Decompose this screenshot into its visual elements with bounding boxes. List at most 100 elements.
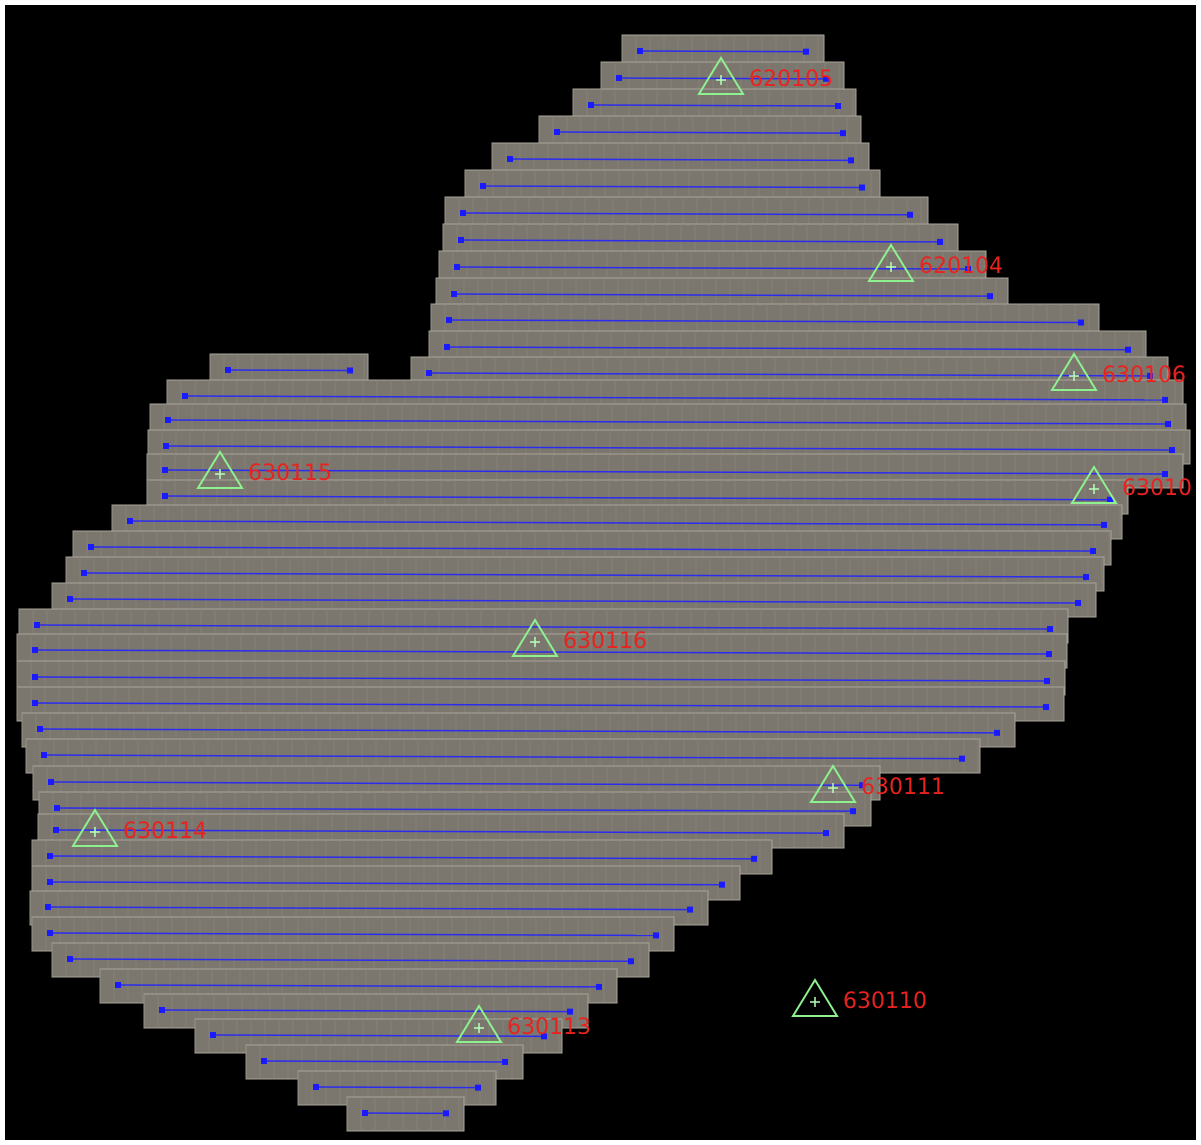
waypoint: [502, 1058, 508, 1065]
waypoint: [859, 782, 865, 789]
waypoint: [37, 726, 43, 732]
gcp-cross: [215, 469, 225, 479]
flight-line: [456, 266, 969, 270]
flight-line: [164, 495, 1111, 501]
waypoint: [959, 755, 965, 762]
gcp-marker: [697, 56, 745, 95]
waypoint: [1047, 626, 1053, 633]
waypoint: [835, 102, 841, 109]
flight-line: [164, 469, 1166, 475]
gcp-label: 630115: [248, 461, 332, 486]
waypoint: [454, 264, 460, 270]
waypoint: [127, 518, 133, 524]
waypoint: [803, 48, 809, 55]
flight-line: [161, 1009, 571, 1013]
flight-line: [117, 984, 600, 988]
flight-line: [590, 104, 839, 107]
gcp-label: 63010: [1122, 476, 1192, 501]
gcp-marker: [1070, 465, 1118, 504]
waypoint: [1147, 372, 1153, 379]
flight-line: [36, 624, 1051, 630]
waypoint: [163, 443, 169, 449]
gcp-marker: [809, 764, 857, 803]
waypoint: [637, 48, 643, 54]
waypoint: [628, 958, 634, 965]
waypoint: [1165, 421, 1171, 427]
flight-line: [90, 546, 1094, 552]
waypoint: [1043, 704, 1049, 711]
flight-line: [462, 212, 911, 216]
waypoint: [907, 211, 913, 218]
gcp-label: 630106: [1102, 363, 1186, 388]
flight-line: [83, 572, 1087, 578]
waypoint: [460, 210, 466, 216]
waypoint: [159, 1007, 165, 1013]
waypoint: [261, 1058, 267, 1064]
waypoint: [426, 370, 432, 376]
gcp-cross: [1089, 484, 1099, 494]
flight-line: [34, 702, 1047, 708]
gcp-marker: [196, 450, 244, 489]
waypoint: [507, 156, 513, 162]
flight-line: [446, 346, 1129, 351]
flight-line: [69, 958, 632, 962]
flight-line: [482, 185, 863, 189]
waypoint: [823, 830, 829, 837]
waypoint: [850, 808, 856, 815]
flight-line: [448, 319, 1082, 324]
gcp-label: 630114: [123, 819, 207, 844]
flight-line: [212, 1034, 545, 1038]
gcp-cross: [530, 637, 540, 647]
waypoint: [347, 367, 353, 374]
flight-line: [56, 807, 854, 812]
waypoint: [81, 570, 87, 576]
gcp-cross: [716, 75, 726, 85]
flight-line: [129, 520, 1105, 526]
waypoint: [47, 930, 53, 936]
flight-line: [49, 881, 723, 886]
waypoint: [32, 700, 38, 706]
waypoint: [1107, 496, 1113, 503]
waypoint: [567, 1008, 573, 1015]
flight-line: [618, 77, 827, 80]
waypoint: [41, 752, 47, 758]
gcp-label: 630111: [861, 775, 945, 800]
waypoint: [446, 317, 452, 323]
waypoint: [596, 983, 602, 990]
waypoint: [653, 932, 659, 939]
waypoint: [994, 729, 1000, 736]
flight-line: [165, 445, 1173, 451]
waypoint: [1075, 600, 1081, 607]
control-points: 620105 620104 630106 63010 630115 630116 63011…: [71, 56, 1192, 1043]
flight-line: [556, 131, 844, 134]
waypoint: [313, 1084, 319, 1090]
flight-line: [43, 754, 963, 760]
waypoint: [987, 293, 993, 300]
waypoint: [751, 855, 757, 862]
waypoint: [1046, 651, 1052, 658]
gcp-marker: [71, 808, 119, 847]
waypoint: [182, 393, 188, 399]
gcp-cross: [474, 1023, 484, 1033]
waypoint: [45, 904, 51, 910]
waypoint: [937, 238, 943, 245]
waypoint: [451, 291, 457, 297]
flight-line: [69, 598, 1079, 604]
waypoint: [1078, 319, 1084, 326]
waypoint: [1162, 396, 1168, 403]
waypoint: [34, 622, 40, 628]
waypoint: [475, 1084, 481, 1091]
waypoint: [1044, 678, 1050, 685]
waypoint: [32, 647, 38, 653]
waypoint: [165, 417, 171, 423]
waypoint: [840, 130, 846, 137]
gcp-label: 620104: [919, 254, 1003, 279]
waypoint: [444, 344, 450, 350]
gcp-label: 630110: [843, 989, 927, 1014]
gcp-cross: [1069, 371, 1079, 381]
flight-line: [49, 932, 657, 937]
waypoint: [480, 183, 486, 189]
waypoint: [823, 75, 829, 82]
waypoint: [67, 956, 73, 962]
flight-line: [639, 50, 807, 53]
